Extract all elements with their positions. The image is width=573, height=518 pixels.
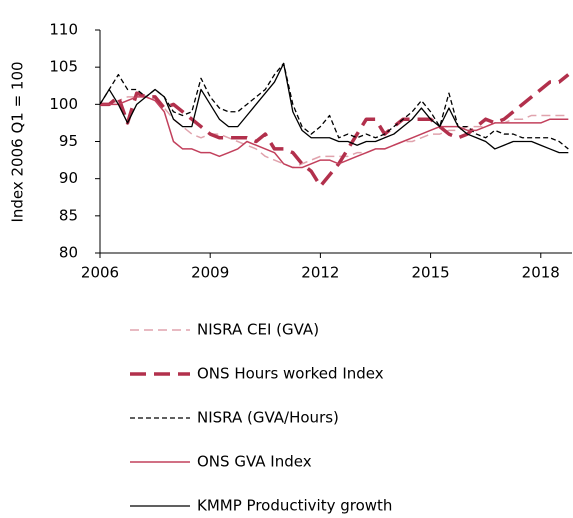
series-line: [100, 73, 570, 188]
series-line: [99, 62, 569, 150]
x-tick-label: 2009: [191, 264, 229, 282]
x-tick-label: 2018: [522, 264, 560, 282]
legend-label: ONS Hours worked Index: [197, 365, 384, 383]
series-line: [100, 96, 569, 169]
legend-label: KMMP Productivity growth: [197, 497, 392, 515]
y-tick-label: 100: [49, 95, 78, 113]
legend-label: NISRA CEI (GVA): [197, 321, 319, 339]
y-tick-label: 110: [49, 21, 78, 39]
x-tick-label: 2015: [411, 264, 449, 282]
y-tick-label: 80: [59, 244, 78, 262]
y-tick-label: 105: [49, 58, 78, 76]
y-tick-label: 95: [59, 132, 78, 150]
y-axis-label: Index 2006 Q1 = 100: [9, 61, 27, 222]
legend-label: ONS GVA Index: [197, 453, 312, 471]
x-tick-label: 2012: [301, 264, 339, 282]
legend-label: NISRA (GVA/Hours): [197, 409, 339, 427]
series-line: [99, 62, 569, 154]
x-tick-label: 2006: [81, 264, 119, 282]
y-tick-label: 85: [59, 206, 78, 224]
y-tick-label: 90: [59, 169, 78, 187]
